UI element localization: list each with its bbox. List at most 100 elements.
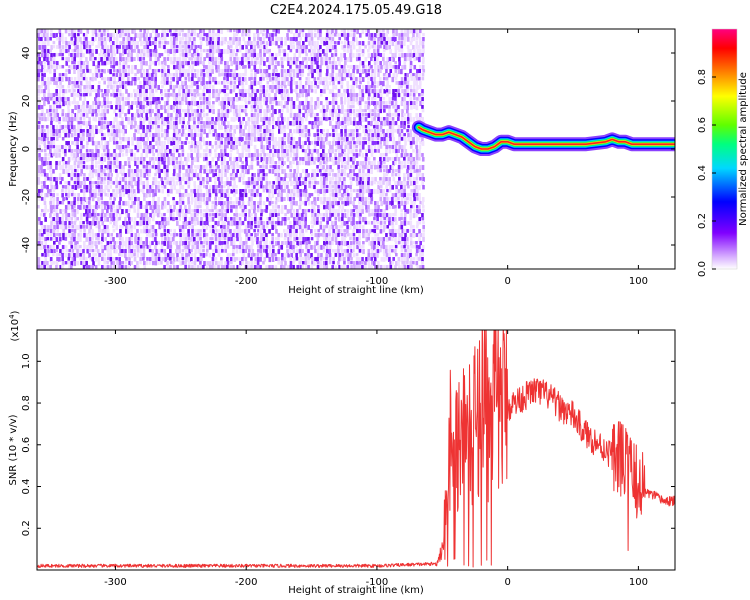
noise-cell <box>280 197 284 202</box>
noise-cell <box>82 249 85 255</box>
noise-cell <box>317 137 320 141</box>
noise-cell <box>271 33 274 38</box>
noise-cell <box>337 245 340 250</box>
noise-cell <box>268 105 272 110</box>
noise-cell <box>293 213 296 218</box>
noise-cell <box>214 257 218 261</box>
noise-cell <box>58 241 61 245</box>
noise-cell <box>296 185 300 191</box>
noise-cell <box>338 265 341 269</box>
noise-cell <box>163 121 166 127</box>
noise-cell <box>199 197 202 203</box>
noise-cell <box>251 185 254 189</box>
noise-cell <box>284 145 287 149</box>
noise-cell <box>218 181 221 186</box>
noise-cell <box>112 49 116 54</box>
noise-cell <box>199 173 202 179</box>
noise-cell <box>88 253 91 259</box>
noise-cell <box>119 85 122 89</box>
noise-cell <box>133 77 137 83</box>
noise-cell <box>73 153 76 158</box>
noise-cell <box>322 265 326 269</box>
noise-cell <box>62 237 65 241</box>
noise-cell <box>134 173 137 177</box>
noise-cell <box>133 169 137 174</box>
noise-cell <box>298 129 302 134</box>
noise-cell <box>265 97 269 103</box>
noise-cell <box>268 221 271 225</box>
noise-cell <box>91 229 94 234</box>
noise-cell <box>106 145 109 150</box>
noise-cell <box>181 129 185 134</box>
noise-cell <box>52 137 55 141</box>
noise-cell <box>244 93 247 98</box>
noise-cell <box>116 121 119 127</box>
noise-cell <box>250 105 254 109</box>
noise-cell <box>172 109 176 113</box>
noise-cell <box>301 249 304 254</box>
noise-cell <box>259 169 263 174</box>
noise-cell <box>145 165 149 169</box>
noise-cell <box>128 105 131 109</box>
noise-cell <box>224 261 227 266</box>
noise-cell <box>154 73 158 78</box>
noise-cell <box>295 225 299 230</box>
noise-cell <box>106 217 110 222</box>
noise-cell <box>313 177 317 182</box>
noise-cell <box>244 145 247 151</box>
noise-cell <box>161 85 164 89</box>
noise-cell <box>296 193 300 198</box>
noise-cell <box>223 145 227 150</box>
noise-cell <box>340 73 344 77</box>
noise-cell <box>290 189 293 194</box>
noise-cell <box>256 237 259 241</box>
noise-cell <box>76 113 79 118</box>
noise-cell <box>127 81 130 86</box>
noise-cell <box>245 133 248 138</box>
noise-cell <box>272 205 275 209</box>
noise-cell <box>107 169 110 174</box>
noise-cell <box>136 205 140 210</box>
noise-cell <box>169 261 173 265</box>
noise-cell <box>55 117 59 123</box>
noise-cell <box>220 133 224 138</box>
noise-cell <box>268 229 271 234</box>
noise-cell <box>286 181 290 185</box>
noise-cell <box>76 117 79 122</box>
noise-cell <box>316 265 320 269</box>
noise-cell <box>268 65 271 70</box>
noise-cell <box>85 37 88 41</box>
noise-cell <box>166 33 169 37</box>
noise-cell <box>262 149 265 154</box>
noise-cell <box>199 141 202 146</box>
noise-cell <box>151 201 155 206</box>
noise-cell <box>341 105 344 110</box>
noise-cell <box>110 133 113 137</box>
noise-cell <box>220 217 223 221</box>
noise-cell <box>122 49 126 54</box>
noise-cell <box>262 57 265 63</box>
noise-cell <box>247 221 250 225</box>
noise-cell <box>191 265 194 269</box>
noise-cell <box>40 33 44 37</box>
noise-cell <box>214 81 218 85</box>
noise-cell <box>331 101 335 105</box>
noise-cell <box>85 257 88 262</box>
noise-cell <box>296 93 299 97</box>
noise-cell <box>40 193 43 198</box>
noise-cell <box>46 261 49 266</box>
noise-cell <box>218 53 221 58</box>
noise-cell <box>338 73 341 77</box>
noise-cell <box>311 125 315 130</box>
noise-cell <box>286 229 289 235</box>
noise-cell <box>175 49 179 53</box>
noise-cell <box>43 133 47 138</box>
noise-cell <box>271 37 275 42</box>
noise-cell <box>52 133 56 137</box>
noise-cell <box>335 241 338 245</box>
noise-cell <box>52 77 56 82</box>
noise-cell <box>199 253 203 257</box>
noise-cell <box>202 193 206 198</box>
noise-cell <box>256 161 260 166</box>
noise-cell <box>274 33 278 37</box>
